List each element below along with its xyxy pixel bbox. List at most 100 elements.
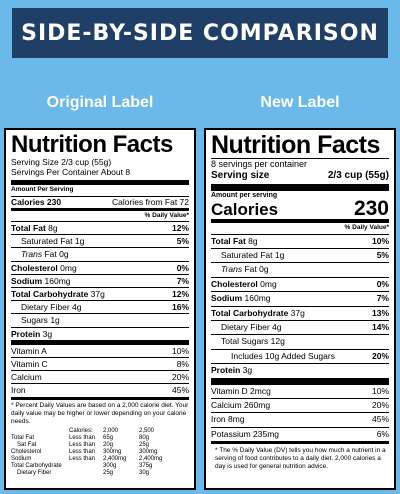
new-nutrient-amount: 160mg xyxy=(244,293,271,304)
new-servings-per-container: 8 servings per container xyxy=(211,159,308,169)
original-dv-table-cell: 65g xyxy=(103,434,114,441)
new-nutrient-row: Cholesterol 0mg 0% xyxy=(211,276,389,291)
original-vitamin-row: Calcium 20% xyxy=(11,370,189,383)
original-amount-per-serving: Amount Per Serving xyxy=(11,186,74,193)
original-nutrition-label: Nutrition Facts Serving Size 2/3 cup (55… xyxy=(4,128,196,490)
new-nutrient-label: Trans Fat 0g xyxy=(211,263,269,276)
original-dv-table-cell: 300g xyxy=(103,462,117,469)
new-nutrient-dv: 10% xyxy=(371,235,389,246)
new-nutrient-label: Protein 3g xyxy=(211,364,252,377)
new-vitamin-label: Vitamin D 2mcg xyxy=(211,385,271,396)
new-nutrition-label: Nutrition Facts 8 servings per container… xyxy=(204,128,396,490)
original-nutrient-row: Saturated Fat 1g 5% xyxy=(11,234,189,247)
original-nutrient-name: Trans xyxy=(21,249,43,260)
original-nutrient-row: Sodium 160mg 7% xyxy=(11,273,189,287)
original-vitamin-label: Iron xyxy=(11,385,26,396)
original-nutrient-dv: 5% xyxy=(176,236,189,247)
original-dv-table-header-cell xyxy=(11,428,69,435)
new-vitamin-label: Calcium 260mg xyxy=(211,399,271,410)
original-dv-header: % Daily Value* xyxy=(144,211,189,219)
original-dv-table-cell xyxy=(69,470,103,477)
new-nutrient-row: Dietary Fiber 4g 14% xyxy=(211,319,389,334)
new-serving-size-label: Serving size xyxy=(211,170,270,181)
new-nutrient-amount: 8g xyxy=(248,235,258,246)
original-vitamin-row: Vitamin C 8% xyxy=(11,357,189,370)
original-dv-table-cell: 300mg xyxy=(103,448,122,455)
original-nutrient-name: Total Carbohydrate xyxy=(11,289,89,300)
new-nutrient-dv: 13% xyxy=(371,307,389,318)
original-dv-table-header-cell: 2,000 xyxy=(103,427,119,434)
new-nutrient-label: Includes 10g Added Sugars xyxy=(211,350,335,363)
new-nutrient-name: Trans xyxy=(221,264,243,275)
original-nutrient-amount: 1g xyxy=(50,315,60,326)
original-nutrient-name: Sodium xyxy=(11,275,43,286)
new-nutrient-amount: 37g xyxy=(290,307,305,318)
original-vitamin-row: Vitamin A 10% xyxy=(11,345,189,357)
new-nutrient-row: Total Carbohydrate 37g 13% xyxy=(211,305,389,320)
new-calories-row: Calories 230 xyxy=(211,197,389,220)
original-nutrient-amount: 1g xyxy=(74,236,85,247)
original-nutrient-dv: 12% xyxy=(171,289,189,300)
new-nutrient-label: Cholesterol 0mg xyxy=(211,278,277,291)
new-vitamin-row: Iron 8mg 45% xyxy=(211,412,389,426)
original-dv-table-cell: 30g xyxy=(139,469,150,476)
new-calories-value: 230 xyxy=(353,197,389,220)
original-nutrient-label: Total Fat 8g xyxy=(11,222,58,234)
original-vitamin-dv: 10% xyxy=(171,345,189,356)
new-nutrient-amount: 4g xyxy=(272,321,282,332)
new-vitamin-dv: 45% xyxy=(371,414,389,425)
new-nutrient-dv: 20% xyxy=(371,350,389,361)
new-label-heading: New Label xyxy=(260,94,340,111)
new-amount-per-serving: Amount per serving xyxy=(211,192,278,199)
original-vitamin-row: Iron 45% xyxy=(11,383,189,396)
new-nutrient-label: Total Sugars 12g xyxy=(211,335,285,348)
original-dv-table-cell xyxy=(69,463,103,470)
original-dv-table-cell: Dietary Fiber xyxy=(17,469,52,476)
original-nutrient-amount: 37g xyxy=(90,289,105,300)
original-servings-per-container: Servings Per Container About 8 xyxy=(11,167,131,177)
original-dv-table-cell: Less than xyxy=(69,448,96,455)
new-nutrient-label: Saturated Fat 1g xyxy=(211,249,284,262)
new-nutrient-name: Sodium xyxy=(211,293,243,304)
new-nutrient-row: Total Sugars 12g xyxy=(211,334,389,348)
original-dv-table-cell: Cholesterol xyxy=(11,448,42,455)
original-nutrient-name: Sugars xyxy=(21,315,48,326)
new-nutrient-row: Total Fat 8g 10% xyxy=(211,233,389,248)
original-calories-from-fat: Calories from Fat 72 xyxy=(112,196,189,207)
new-nutrient-row: Saturated Fat 1g 5% xyxy=(211,247,389,262)
original-dv-table-cell: 300mg xyxy=(139,448,158,455)
new-nutrient-dv: 7% xyxy=(376,293,389,304)
new-nutrient-name: Total Sugars xyxy=(221,336,269,347)
original-nutrient-row: Trans Fat 0g xyxy=(11,247,189,260)
new-serving-size-value: 2/3 cup (55g) xyxy=(327,170,389,181)
original-nutrient-row: Sugars 1g xyxy=(11,313,189,326)
original-serving-size: Serving Size 2/3 cup (55g) xyxy=(11,157,112,167)
original-dv-table-cell: 20g xyxy=(103,441,114,448)
original-dv-table-cell: 2,400mg xyxy=(139,455,163,462)
new-calories-label: Calories xyxy=(211,200,279,219)
original-nutrient-dv: 12% xyxy=(171,223,189,233)
original-nutrient-name: Dietary Fiber xyxy=(21,302,70,313)
original-dv-table-cell: Less than xyxy=(69,455,96,462)
original-dv-table-cell: 25g xyxy=(103,469,114,476)
original-nutrient-name: Cholesterol xyxy=(11,262,58,273)
original-vitamin-dv: 8% xyxy=(176,359,189,370)
original-vitamin-list: Vitamin A 10% Vitamin C 8% Calcium 20% Iron 45% xyxy=(11,345,189,397)
banner-title: SIDE-BY-SIDE COMPARISON xyxy=(12,8,388,58)
original-dv-table-header-cell: Calories: xyxy=(69,427,93,434)
new-vitamin-dv: 10% xyxy=(371,385,389,396)
original-nutrient-label: Total Carbohydrate 37g xyxy=(11,288,105,300)
new-vitamin-dv: 20% xyxy=(371,399,389,410)
original-dv-table-cell: Total Carbohydrate xyxy=(11,462,62,469)
original-dv-table-cell: 375g xyxy=(139,462,153,469)
new-title: Nutrition Facts xyxy=(211,131,380,159)
new-vitamin-label: Iron 8mg xyxy=(211,414,245,425)
original-nutrient-amount: 160mg xyxy=(44,275,71,286)
original-nutrient-label: Protein 3g xyxy=(11,328,52,340)
new-vitamin-list: Vitamin D 2mcg 10% Calcium 260mg 20% Iron 8m… xyxy=(211,385,389,442)
original-vitamin-dv: 45% xyxy=(171,385,189,396)
new-nutrient-label: Total Carbohydrate 37g xyxy=(211,307,305,320)
new-nutrient-name: Protein xyxy=(211,365,241,376)
new-nutrient-dv: 5% xyxy=(376,249,389,260)
original-title: Nutrition Facts xyxy=(11,131,173,158)
